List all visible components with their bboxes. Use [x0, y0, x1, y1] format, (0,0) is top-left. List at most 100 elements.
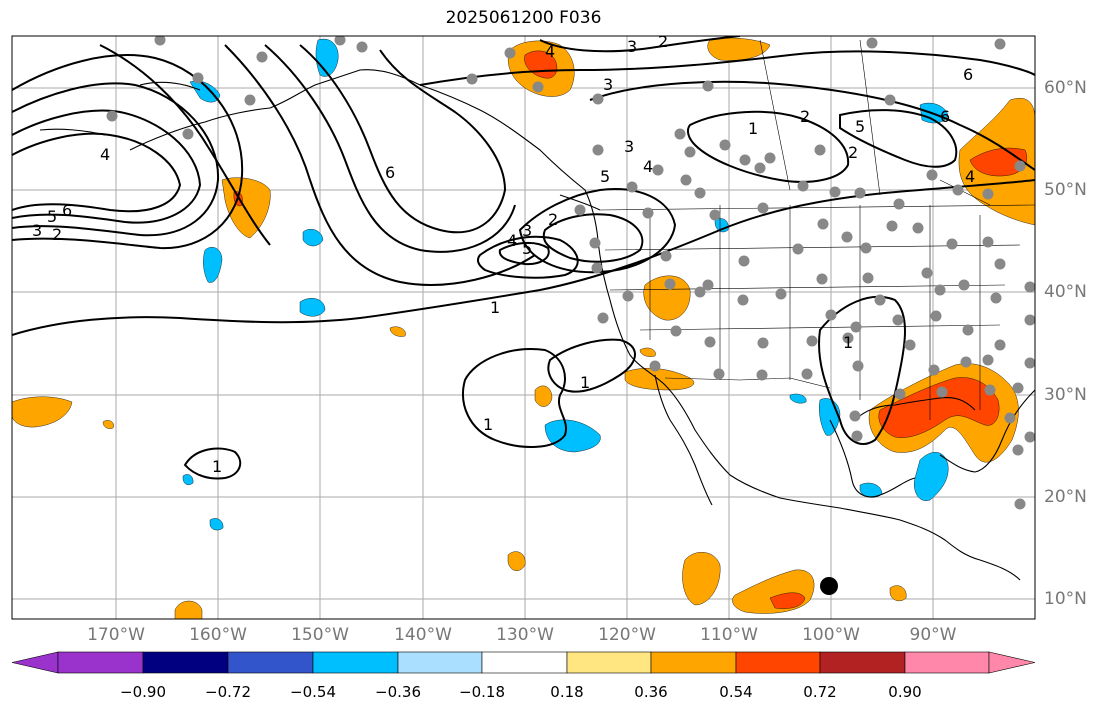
patch-bering: [189, 80, 221, 103]
contour-label: 3: [624, 137, 634, 156]
colorbar-tick-label: 0.18: [550, 683, 584, 701]
lon-label: 130°W: [496, 625, 554, 645]
contour-lines: [12, 36, 1035, 480]
contour-label: 4: [965, 167, 975, 186]
lat-label: 60°N: [1044, 78, 1087, 98]
colorbar: [11, 651, 1036, 674]
contour-label: 5: [600, 167, 610, 186]
patch-pacific-4: [302, 229, 324, 247]
patch-baja-offshore: [643, 275, 691, 321]
colorbar-tick-label: −0.36: [375, 683, 421, 701]
colorbar-bin: [397, 651, 483, 674]
contour-label: 4: [507, 231, 517, 250]
lat-label: 50°N: [1044, 180, 1087, 200]
contour-label: 5: [855, 117, 865, 136]
contour-label: 1: [580, 373, 590, 392]
colorbar-bin: [227, 651, 314, 674]
colorbar-extend-low: [11, 651, 59, 674]
lon-label: 100°W: [802, 625, 860, 645]
map-area: [12, 36, 1035, 619]
patch-small-3: [889, 585, 907, 602]
colorbar-bin: [566, 651, 652, 674]
colorbar-tick-label: 0.72: [803, 683, 837, 701]
patch-small-n3: [209, 518, 224, 531]
colorbar-tick-label: 0.36: [634, 683, 668, 701]
colorbar-tick-label: −0.18: [459, 683, 505, 701]
colorbar-bin: [142, 651, 229, 674]
contour-label: 2: [52, 225, 62, 244]
patch-small-1: [507, 551, 526, 571]
contour-label: 6: [62, 201, 72, 220]
patch-small-5: [102, 420, 114, 429]
contour-label: 2: [548, 210, 558, 229]
contour-label: 3: [627, 37, 637, 56]
colorbar-tick-label: −0.90: [120, 683, 166, 701]
contour-label: 5: [522, 239, 532, 258]
lat-label: 20°N: [1044, 487, 1087, 507]
contour-label: 5: [47, 207, 57, 226]
patch-small-n4: [182, 474, 194, 485]
lat-label: 10°N: [1044, 589, 1087, 609]
patch-pacific-1: [544, 419, 601, 453]
lon-label: 140°W: [394, 625, 452, 645]
patch-pacific-3: [299, 298, 326, 317]
patch-pacific-south: [682, 552, 721, 606]
contour-label: 1: [748, 119, 758, 138]
colorbar-tick-label: −0.72: [205, 683, 251, 701]
lon-label: 160°W: [189, 625, 247, 645]
contour-label: 3: [32, 221, 42, 240]
patch-small-4: [389, 326, 406, 337]
patch-pacific-2: [203, 247, 223, 283]
lon-label: 110°W: [700, 625, 758, 645]
contour-label: 4: [643, 157, 653, 176]
patch-east-gulf-core: [878, 377, 1000, 438]
patch-sw-us: [624, 368, 695, 391]
colorbar-bin: [312, 651, 399, 674]
contour-label: 2: [800, 107, 810, 126]
colorbar-tick-label: 0.54: [719, 683, 753, 701]
contour-label: 1: [483, 415, 493, 434]
contour-labels: 4 6 5 3 2 6 2 3 4 5 1 1 3 3 2 4 3 4 5 6 …: [32, 32, 975, 476]
contour-label: 2: [658, 32, 668, 51]
contour-label: 3: [522, 221, 532, 240]
patch-south-mexico: [732, 569, 815, 614]
colorbar-bin: [650, 651, 737, 674]
contour-label: 6: [940, 107, 950, 126]
lon-label: 120°W: [598, 625, 656, 645]
lat-label: 40°N: [1044, 282, 1087, 302]
patch-alaska-north: [315, 38, 339, 77]
contour-label: 1: [212, 457, 222, 476]
lon-label: 90°W: [909, 625, 957, 645]
patch-gulf-florida: [914, 452, 949, 501]
patch-small-n5: [789, 393, 807, 404]
graticule: [12, 36, 1035, 619]
coastlines: [39, 69, 1035, 581]
colorbar-bin: [57, 651, 144, 674]
lon-label: 150°W: [291, 625, 349, 645]
contour-label: 1: [843, 333, 853, 352]
contour-label: 6: [385, 163, 395, 182]
colorbar-bin: [735, 651, 821, 674]
colorbar-tick-label: 0.90: [888, 683, 922, 701]
patch-canada-top: [707, 37, 771, 61]
lon-label: 170°W: [87, 625, 145, 645]
patch-small-2: [174, 600, 203, 619]
lat-label: 30°N: [1044, 385, 1087, 405]
colorbar-bin: [819, 651, 906, 674]
state-borders: [599, 39, 1035, 420]
patch-small-6: [639, 347, 656, 357]
colorbar-bin: [481, 651, 568, 674]
patch-south-mexico-core: [769, 592, 806, 609]
patch-gulf-of-alaska: [221, 177, 271, 239]
patch-west-edge: [12, 396, 73, 428]
contour-label: 1: [490, 298, 500, 317]
contour-label: 2: [848, 143, 858, 162]
patch-mid-pacific: [534, 385, 553, 407]
positive-anomaly-patches: [12, 37, 1035, 619]
contour-label: 4: [545, 42, 555, 61]
contour-label: 4: [100, 145, 110, 164]
colorbar-bin: [904, 651, 990, 674]
map-title: 2025061200 F036: [445, 8, 602, 28]
patch-gulf-west: [819, 398, 841, 436]
